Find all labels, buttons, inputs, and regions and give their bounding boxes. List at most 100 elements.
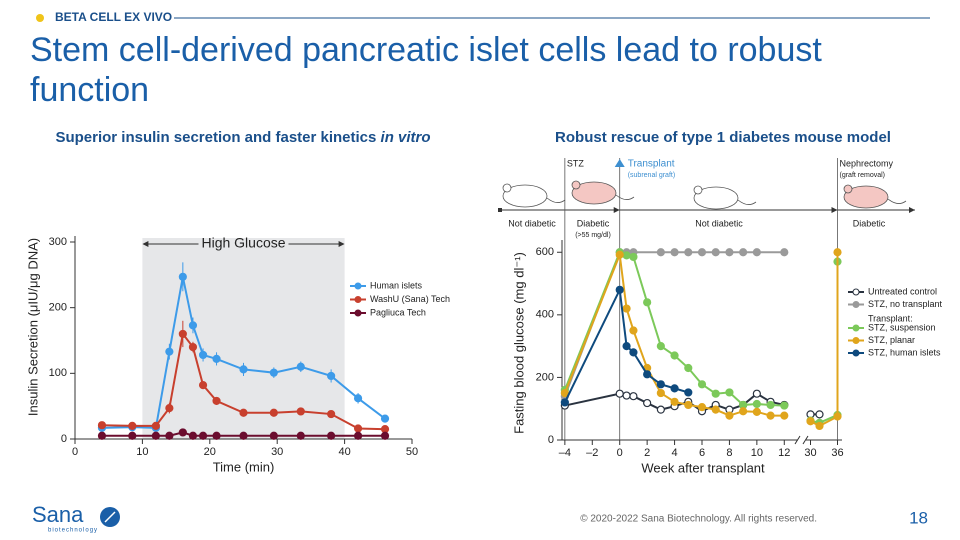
legend-label: STZ, no transplant: [868, 299, 943, 309]
mouse-tail: [887, 198, 907, 204]
timeline-start: [498, 208, 502, 212]
event-note: (subrenal graft): [628, 172, 675, 179]
x-tick-label: 8: [726, 447, 732, 459]
data-point: [833, 412, 842, 421]
data-point: [269, 431, 278, 440]
page-number: 18: [909, 508, 928, 527]
data-point: [269, 368, 278, 377]
data-point: [128, 421, 137, 430]
data-point: [296, 362, 305, 371]
data-point: [269, 408, 278, 417]
x-tick-label: 30: [804, 447, 816, 459]
x-tick-label: 20: [204, 446, 216, 458]
data-point: [815, 421, 824, 431]
data-point: [212, 396, 221, 406]
legend-marker: [852, 301, 860, 308]
chart-title-italic: in vitro: [381, 129, 431, 146]
series-line: [563, 252, 839, 428]
x-axis-title: Week after transplant: [641, 460, 765, 475]
data-point: [684, 400, 693, 410]
mouse-tail: [737, 199, 757, 205]
x-tick-label: 36: [831, 447, 843, 459]
mouse-tail: [546, 197, 566, 203]
data-point: [697, 380, 707, 389]
legend-label: STZ, suspension: [868, 322, 936, 332]
legend-label: Human islets: [370, 280, 423, 290]
data-point: [178, 272, 187, 281]
data-point: [165, 431, 174, 440]
x-tick-label: 6: [699, 447, 705, 459]
mouse-icon: [571, 181, 617, 205]
data-point: [656, 248, 665, 257]
y-tick-label: 100: [49, 367, 67, 379]
x-axis-title: Time (min): [213, 459, 275, 474]
data-point: [656, 380, 665, 389]
legend-marker: [852, 349, 860, 357]
data-point: [622, 304, 631, 313]
x-tick-label: 0: [72, 446, 78, 458]
data-point: [656, 342, 665, 351]
data-point: [629, 392, 638, 401]
x-tick-label: 40: [338, 446, 350, 458]
legend-heading: Transplant:: [868, 313, 913, 323]
x-tick-label: –4: [559, 447, 571, 459]
highlight-label: High Glucose: [201, 235, 285, 251]
data-point: [697, 403, 707, 412]
data-point: [380, 425, 390, 434]
y-tick-label: 200: [536, 371, 554, 383]
y-tick-label: 600: [536, 246, 554, 258]
data-point: [188, 431, 198, 440]
arrowhead: [142, 241, 149, 247]
event-label: Nephrectomy: [840, 158, 894, 168]
mouse-icon: [843, 185, 889, 209]
mouse-icon: [502, 184, 548, 208]
arrowhead: [831, 207, 838, 213]
mouse-ear: [571, 180, 581, 190]
data-point: [752, 248, 761, 257]
copyright: © 2020-2022 Sana Biotechnology. All righ…: [580, 514, 817, 525]
tag-dot: [36, 14, 44, 22]
data-point: [711, 248, 720, 257]
data-point: [766, 400, 775, 410]
section-tag: BETA CELL EX VIVO: [55, 10, 172, 24]
data-point: [670, 397, 679, 406]
highlight-band: [142, 238, 345, 439]
legend-label: Pagliuca Tech: [370, 307, 426, 317]
data-point: [684, 363, 693, 373]
data-point: [165, 347, 174, 356]
data-point: [629, 252, 638, 262]
x-tick-label: –2: [586, 447, 598, 459]
data-point: [780, 401, 789, 410]
legend-marker: [354, 296, 362, 303]
data-point: [188, 342, 198, 352]
mouse-tail: [615, 194, 635, 200]
data-point: [752, 399, 761, 409]
data-point: [684, 388, 693, 397]
chart-title: Robust rescue of type 1 diabetes mouse m…: [555, 129, 891, 146]
legend-marker: [852, 324, 860, 332]
event-label: STZ: [567, 158, 585, 168]
data-point: [198, 381, 208, 390]
data-point: [622, 342, 631, 351]
slide-title: Stem cell-derived pancreatic islet cells…: [30, 31, 822, 109]
legend-label: WashU (Sana) Tech: [370, 294, 450, 304]
data-point: [165, 404, 174, 413]
legend-marker: [852, 337, 860, 344]
data-point: [697, 248, 707, 257]
data-point: [725, 411, 734, 420]
data-point: [380, 431, 390, 440]
data-point: [198, 431, 208, 440]
event-label: Transplant: [628, 159, 675, 170]
data-point: [684, 248, 693, 257]
legend-marker: [852, 288, 860, 296]
mouse-ear: [843, 184, 853, 194]
data-point: [643, 298, 652, 307]
chart-title: Superior insulin secretion and faster ki…: [55, 129, 430, 146]
x-tick-label: 12: [778, 447, 790, 459]
data-point: [643, 370, 652, 379]
series-line: [563, 251, 785, 397]
data-point: [239, 365, 248, 374]
